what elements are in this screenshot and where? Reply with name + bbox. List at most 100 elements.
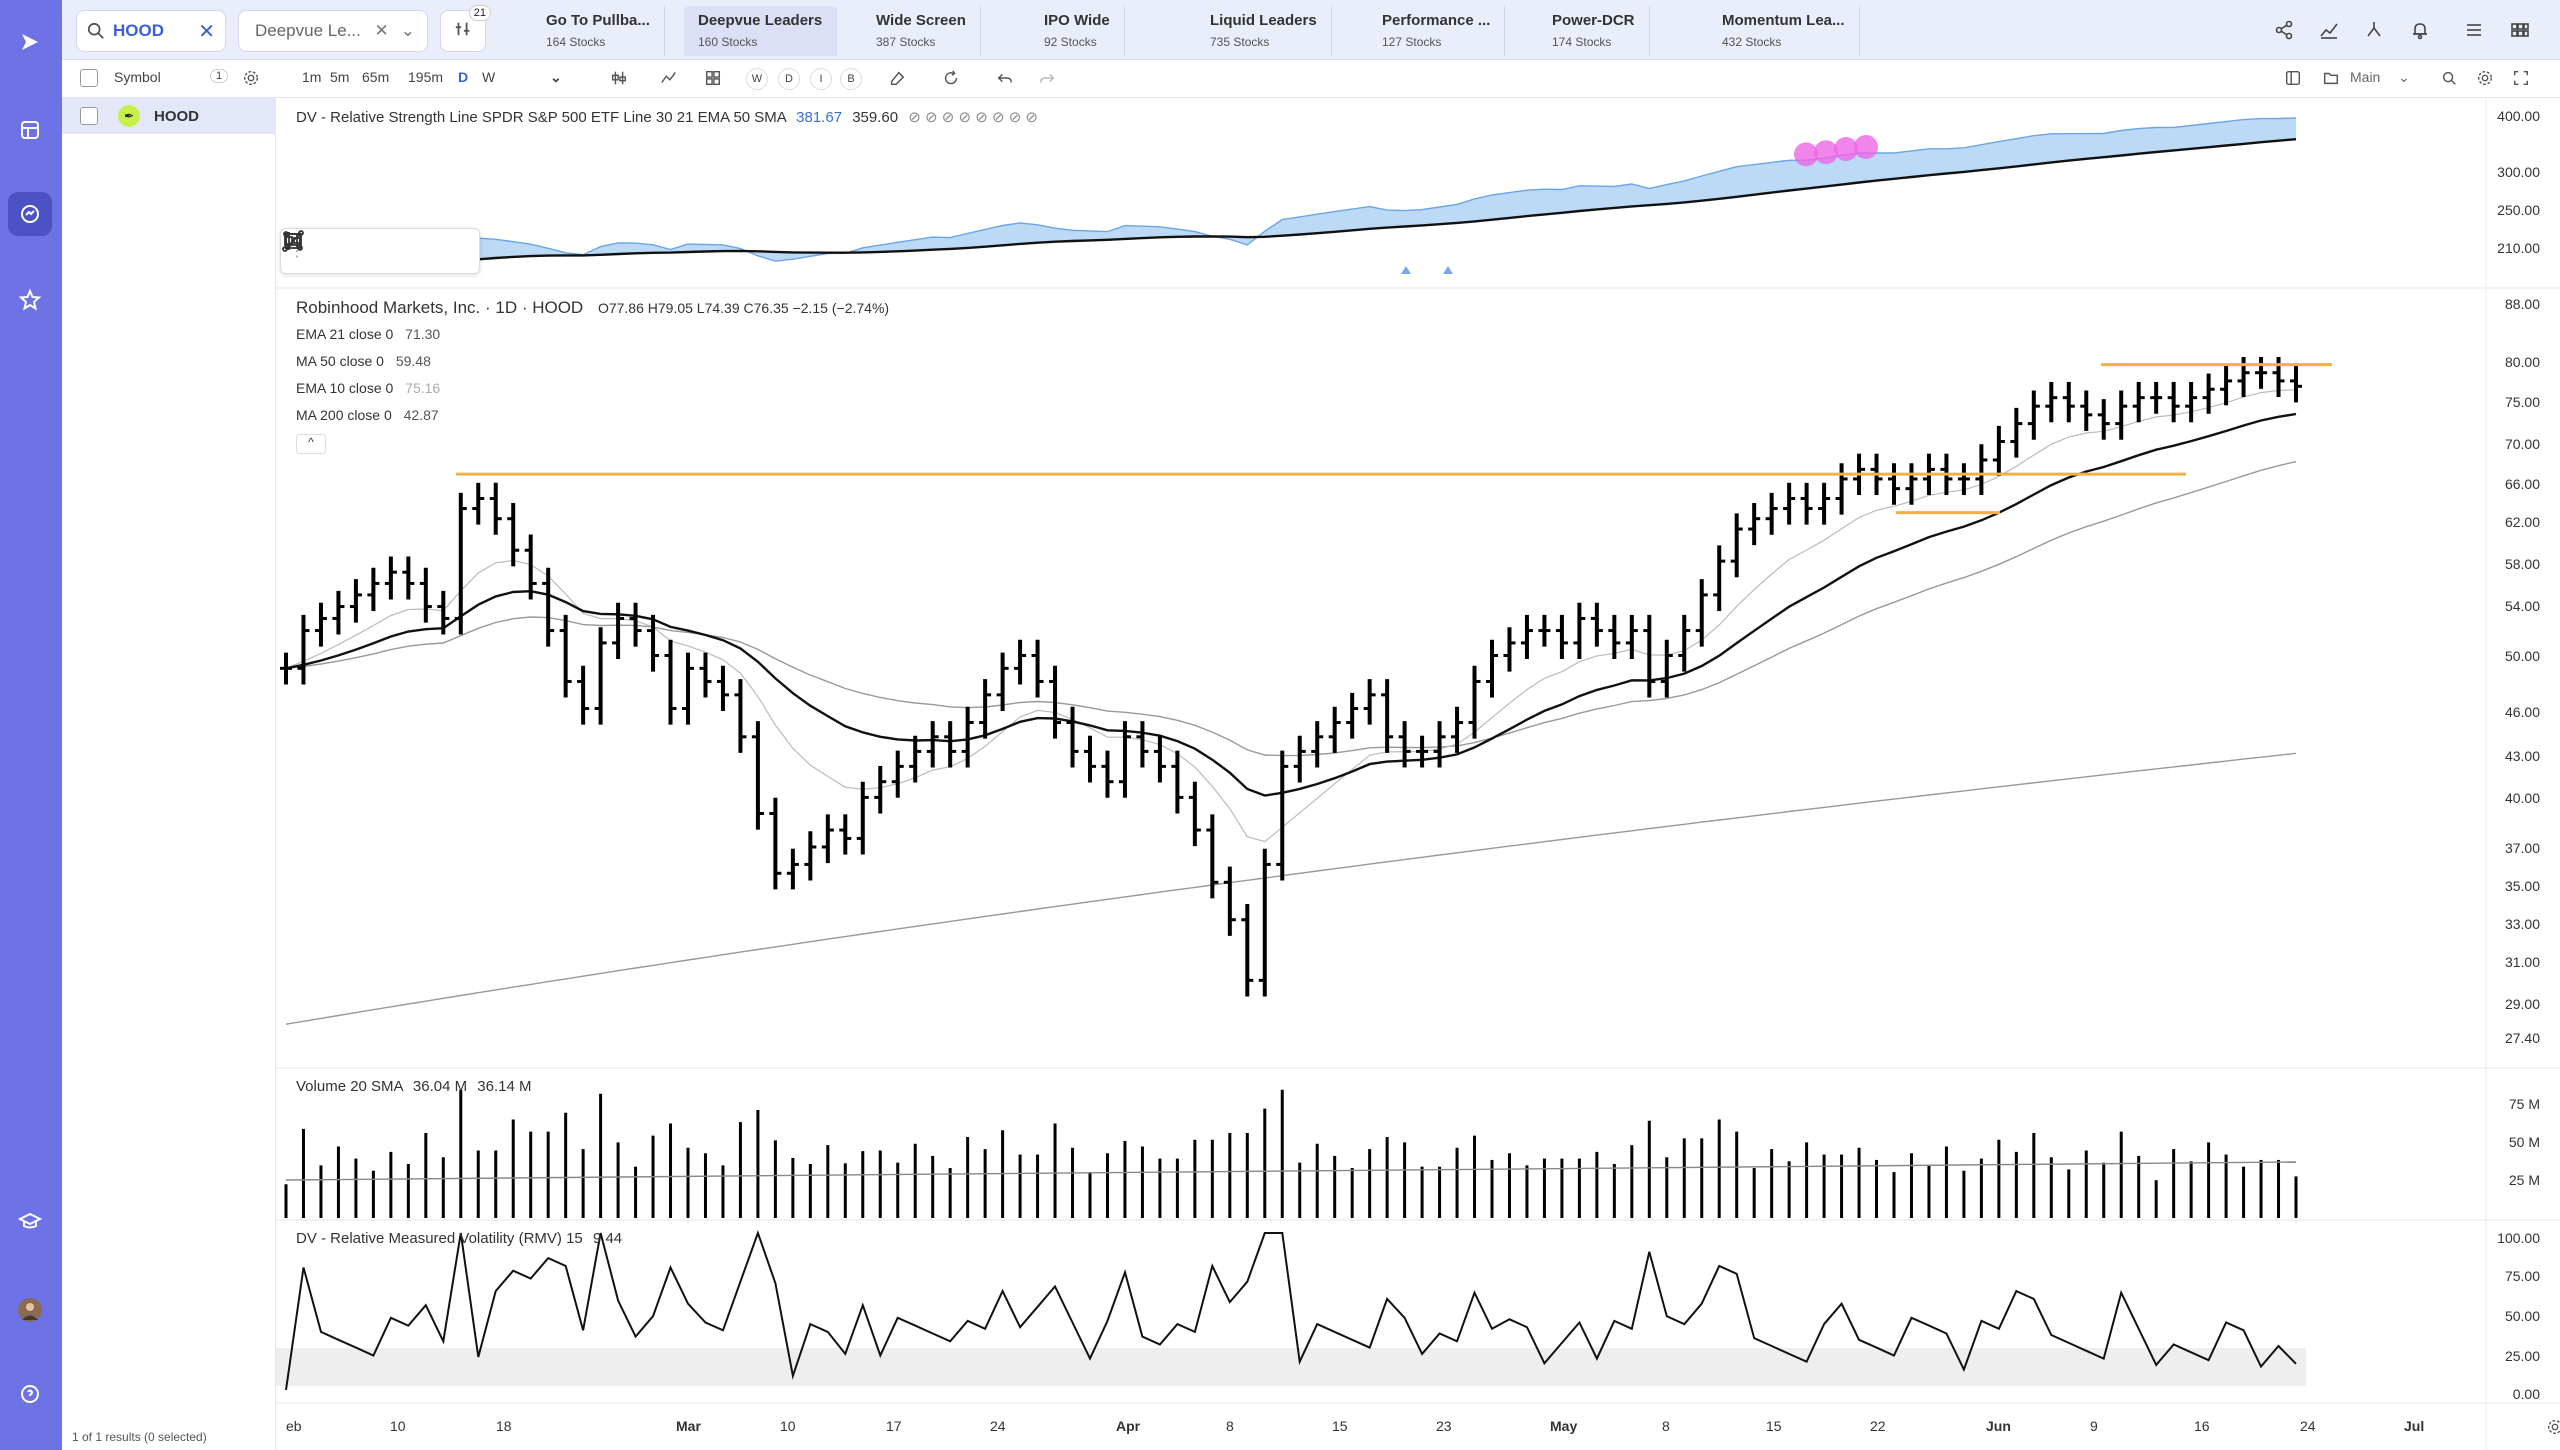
folder-icon[interactable] bbox=[2322, 69, 2340, 90]
timeframe-1m[interactable]: 1m bbox=[302, 69, 322, 85]
list-view-icon[interactable] bbox=[2462, 18, 2486, 42]
x-axis-label: 23 bbox=[1436, 1418, 1452, 1434]
fullscreen-icon[interactable] bbox=[2512, 69, 2530, 90]
watchlist-tab-3[interactable]: Wide Screen 387 Stocks bbox=[862, 6, 981, 56]
chart-type-I[interactable]: I bbox=[810, 68, 832, 90]
refresh-icon[interactable] bbox=[942, 69, 960, 90]
clear-search-icon[interactable]: ✕ bbox=[198, 20, 215, 43]
chart-type-W[interactable]: W bbox=[746, 68, 768, 90]
scanner-icon[interactable] bbox=[2362, 18, 2386, 42]
help-icon[interactable] bbox=[8, 1372, 52, 1416]
rs-new-high-dot bbox=[1834, 137, 1858, 162]
list-item[interactable]: ✒ HOOD bbox=[62, 98, 276, 134]
rmv-axis-label: 50.00 bbox=[2504, 1308, 2540, 1324]
watchlist-tab-5[interactable]: Liquid Leaders 735 Stocks bbox=[1196, 6, 1332, 56]
list-footer: 1 of 1 results (0 selected) bbox=[72, 1430, 207, 1444]
settings-icon[interactable] bbox=[2476, 69, 2494, 90]
timeframe-W[interactable]: W bbox=[482, 69, 496, 85]
search-input[interactable]: HOOD bbox=[113, 21, 164, 40]
rmv-axis-label: 25.00 bbox=[2504, 1348, 2540, 1364]
volume-value-2: 36.14 M bbox=[477, 1078, 532, 1095]
indicator-legend-item[interactable]: MA 50 close 0 59.48 bbox=[296, 353, 431, 369]
rs-marker bbox=[1401, 266, 1411, 274]
undo-icon[interactable] bbox=[996, 69, 1014, 90]
select-all-checkbox[interactable] bbox=[80, 69, 98, 87]
rs-line bbox=[285, 117, 2297, 269]
watchlist-tab-count: 432 Stocks bbox=[1722, 35, 1782, 49]
filter-icon bbox=[454, 20, 472, 43]
eraser-icon[interactable] bbox=[888, 69, 906, 90]
price-axis-label: 35.00 bbox=[2504, 878, 2540, 894]
indicator-value: 75.16 bbox=[401, 380, 441, 396]
education-icon[interactable] bbox=[8, 1200, 52, 1244]
search-box[interactable]: HOOD ✕ bbox=[76, 10, 226, 52]
watchlist-tab-name: Liquid Leaders bbox=[1210, 12, 1317, 29]
timeframe-195m[interactable]: 195m bbox=[408, 69, 444, 85]
watchlist-tab-8[interactable]: Momentum Lea... 432 Stocks bbox=[1708, 6, 1860, 56]
timeframe-dropdown-icon[interactable]: ⌄ bbox=[550, 69, 562, 85]
chart-area[interactable]: DV - Relative Strength Line SPDR S&P 500… bbox=[276, 98, 2560, 1450]
indicator-legend-item[interactable]: EMA 21 close 0 71.30 bbox=[296, 326, 440, 342]
watchlist-tab-6[interactable]: Performance ... 127 Stocks bbox=[1368, 6, 1506, 56]
redo-icon[interactable] bbox=[1038, 69, 1056, 90]
watchlist-tab-count: 164 Stocks bbox=[546, 35, 606, 49]
drawing-toolbar: ⋮ bbox=[280, 228, 480, 274]
timeframe-D[interactable]: D bbox=[458, 69, 469, 85]
symbol-count-badge: 1 bbox=[210, 69, 229, 83]
rs-new-high-dot bbox=[1854, 134, 1878, 159]
layout-select[interactable]: Main bbox=[2350, 69, 2381, 85]
chart-type-D[interactable]: D bbox=[778, 68, 800, 90]
watchlist-tab-2[interactable]: Deepvue Leaders 160 Stocks bbox=[684, 6, 838, 56]
bell-icon[interactable] bbox=[2408, 18, 2432, 42]
timeframe-65m[interactable]: 65m bbox=[362, 69, 390, 85]
collapse-legend-button[interactable]: ^ bbox=[296, 434, 326, 454]
watchlist-tab-4[interactable]: IPO Wide 92 Stocks bbox=[1030, 6, 1125, 56]
list-settings-icon[interactable] bbox=[242, 69, 260, 90]
timeframe-5m[interactable]: 5m bbox=[330, 69, 350, 85]
watchlist-tab-count: 174 Stocks bbox=[1552, 35, 1612, 49]
watchlist-select[interactable]: Deepvue Le... ✕ ⌄ bbox=[238, 10, 428, 52]
chart-nav-icon[interactable] bbox=[8, 192, 52, 236]
row-checkbox[interactable] bbox=[80, 107, 98, 125]
watchlist-tab-count: 92 Stocks bbox=[1044, 35, 1097, 49]
indicators-icon[interactable] bbox=[610, 69, 628, 90]
chart-canvas[interactable] bbox=[276, 98, 2560, 1450]
chart-type-B[interactable]: B bbox=[840, 68, 862, 90]
price-axis-label: 66.00 bbox=[2504, 476, 2540, 492]
symbol-column-header[interactable]: Symbol bbox=[114, 69, 161, 85]
top-toolbar: HOOD ✕ Deepvue Le... ✕ ⌄ 21 Go To Pullba… bbox=[62, 0, 2560, 60]
chart-line-icon[interactable] bbox=[2317, 18, 2341, 42]
share-icon[interactable] bbox=[2272, 18, 2296, 42]
templates-icon[interactable] bbox=[704, 69, 722, 90]
x-axis-label: 15 bbox=[1766, 1418, 1782, 1434]
x-axis-label: 8 bbox=[1662, 1418, 1670, 1434]
zoom-icon[interactable] bbox=[2440, 69, 2458, 90]
indicator-legend-item[interactable]: MA 200 close 0 42.87 bbox=[296, 407, 439, 423]
rs-ma-line bbox=[285, 138, 2297, 270]
watchlist-tab-1[interactable]: Go To Pullba... 164 Stocks bbox=[532, 6, 665, 56]
layout-icon[interactable] bbox=[2284, 69, 2302, 90]
rs-value-1: 381.67 bbox=[796, 109, 843, 126]
grid-view-icon[interactable] bbox=[2508, 18, 2532, 42]
clear-watchlist-icon[interactable]: ✕ bbox=[374, 21, 389, 40]
avatar[interactable] bbox=[8, 1288, 52, 1332]
chart-style-icon[interactable] bbox=[660, 69, 678, 90]
x-axis-label: 10 bbox=[390, 1418, 406, 1434]
indicator-legend-item[interactable]: EMA 10 close 0 75.16 bbox=[296, 380, 440, 396]
watchlist-tab-name: Momentum Lea... bbox=[1722, 12, 1845, 29]
watchlist-tab-7[interactable]: Power-DCR 174 Stocks bbox=[1538, 6, 1650, 56]
price-axis-label: 58.00 bbox=[2504, 556, 2540, 572]
chevron-down-icon[interactable]: ⌄ bbox=[400, 21, 415, 40]
watchlist-tab-count: 160 Stocks bbox=[698, 35, 758, 49]
price-axis-label: 62.00 bbox=[2504, 514, 2540, 530]
rs-axis-label: 250.00 bbox=[2497, 202, 2540, 218]
x-axis-label: 18 bbox=[496, 1418, 512, 1434]
indicator-name: EMA 10 close 0 bbox=[296, 380, 394, 396]
dashboard-icon[interactable] bbox=[8, 108, 52, 152]
star-icon[interactable] bbox=[8, 278, 52, 322]
watchlist-tab-count: 735 Stocks bbox=[1210, 35, 1270, 49]
deepvue-logo-icon[interactable] bbox=[8, 20, 52, 64]
layout-chevron-icon[interactable]: ⌄ bbox=[2398, 69, 2410, 85]
filter-button[interactable]: 21 bbox=[440, 5, 491, 52]
volume-title: Volume 20 SMA bbox=[296, 1078, 403, 1095]
